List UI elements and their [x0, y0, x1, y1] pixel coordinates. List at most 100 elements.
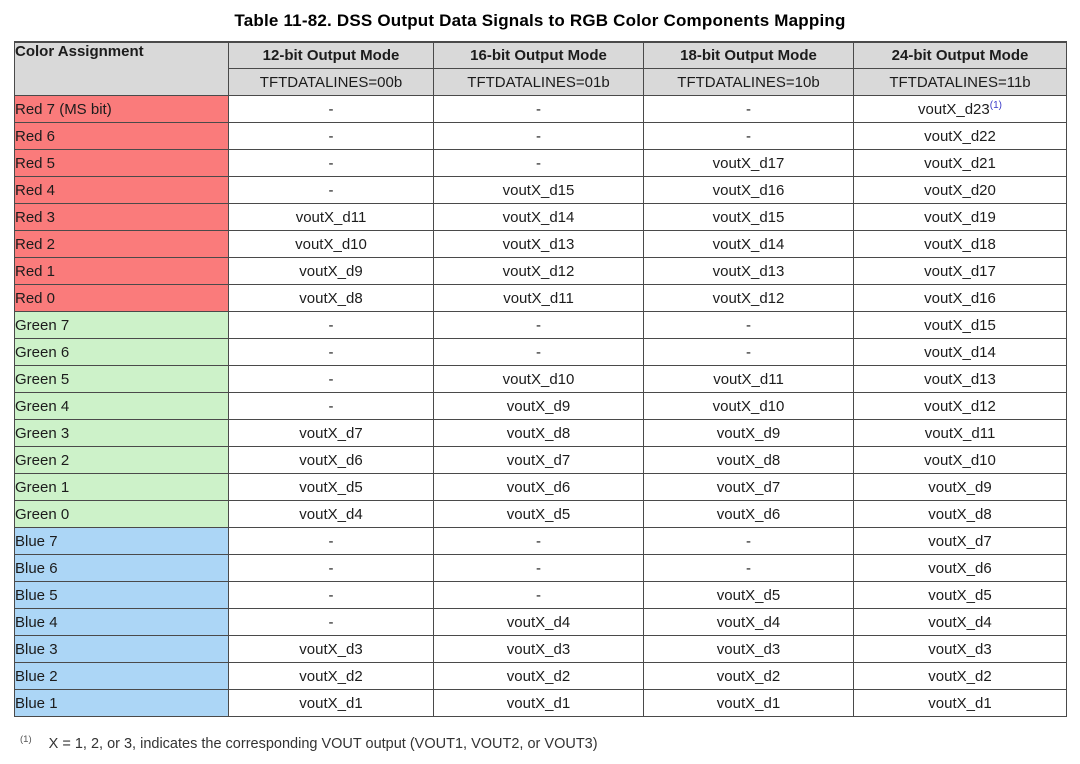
table-row-red-5: Red 5 - - voutX_d17 voutX_d21	[14, 149, 1067, 177]
signal-value: voutX_d22	[924, 127, 996, 145]
signal-cell: voutX_d15	[433, 176, 644, 204]
signal-cell: voutX_d14	[643, 230, 854, 258]
color-assignment-cell: Green 4	[14, 392, 229, 420]
signal-value: voutX_d15	[712, 208, 785, 226]
signal-cell: -	[228, 527, 434, 555]
signal-cell: voutX_d5	[853, 581, 1067, 609]
subheader-tftdatalines-01b: TFTDATALINES=01b	[433, 68, 644, 96]
column-header-16bit: 16-bit Output Mode	[433, 41, 644, 69]
color-assignment-cell: Green 5	[14, 365, 229, 393]
signal-value: voutX_d15	[924, 316, 996, 334]
signal-cell: voutX_d1	[228, 689, 434, 717]
signal-cell: voutX_d5	[643, 581, 854, 609]
signal-cell: -	[228, 176, 434, 204]
table-row-green-1: Green 1 voutX_d5 voutX_d6 voutX_d7 voutX_d9	[14, 473, 1067, 501]
signal-value: -	[536, 532, 541, 550]
signal-cell: voutX_d4	[228, 500, 434, 528]
signal-cell: voutX_d8	[643, 446, 854, 474]
signal-value: voutX_d12	[502, 262, 575, 280]
signal-cell: -	[643, 95, 854, 123]
signal-value: voutX_d7	[299, 424, 363, 442]
table-row-blue-2: Blue 2 voutX_d2 voutX_d2 voutX_d2 voutX_d2	[14, 662, 1067, 690]
signal-cell: voutX_d14	[853, 338, 1067, 366]
signal-cell: voutX_d8	[228, 284, 434, 312]
table-row-green-5: Green 5 - voutX_d10 voutX_d11 voutX_d13	[14, 365, 1067, 393]
table-row-red-1: Red 1 voutX_d9 voutX_d12 voutX_d13 voutX_d17	[14, 257, 1067, 285]
signal-cell: voutX_d8	[433, 419, 644, 447]
footnote: (1) X = 1, 2, or 3, indicates the corresp…	[20, 734, 1080, 752]
signal-cell: voutX_d9	[433, 392, 644, 420]
signal-value: -	[328, 127, 334, 145]
signal-value: voutX_d5	[299, 478, 363, 496]
signal-value: voutX_d2	[299, 667, 363, 685]
table-row-red-3: Red 3 voutX_d11 voutX_d14 voutX_d15 voutX_d1…	[14, 203, 1067, 231]
signal-value: voutX_d5	[506, 505, 571, 523]
table-row-red-6: Red 6 - - - voutX_d22	[14, 122, 1067, 150]
footnote-marker: (1)	[20, 734, 32, 745]
signal-cell: voutX_d14	[433, 203, 644, 231]
signal-value: voutX_d6	[716, 505, 781, 523]
signal-cell: -	[228, 608, 434, 636]
color-assignment-cell: Blue 6	[14, 554, 229, 582]
signal-value: voutX_d12	[712, 289, 785, 307]
signal-cell: -	[433, 122, 644, 150]
signal-cell: voutX_d13	[643, 257, 854, 285]
signal-cell: voutX_d7	[228, 419, 434, 447]
signal-cell: -	[433, 581, 644, 609]
signal-cell: -	[643, 338, 854, 366]
signal-value: voutX_d3	[716, 640, 781, 658]
color-assignment-cell: Blue 3	[14, 635, 229, 663]
signal-cell: -	[228, 149, 434, 177]
signal-value: -	[746, 127, 751, 145]
signal-cell: voutX_d15	[643, 203, 854, 231]
subheader-tftdatalines-00b: TFTDATALINES=00b	[228, 68, 434, 96]
signal-cell: voutX_d2	[643, 662, 854, 690]
table-row-green-2: Green 2 voutX_d6 voutX_d7 voutX_d8 voutX_d10	[14, 446, 1067, 474]
signal-value: -	[328, 154, 334, 172]
footnote-ref-link[interactable]: (1)	[989, 99, 1002, 111]
color-assignment-cell: Green 0	[14, 500, 229, 528]
signal-cell: voutX_d18	[853, 230, 1067, 258]
signal-value: voutX_d11	[295, 208, 367, 226]
signal-value: voutX_d16	[924, 289, 996, 307]
signal-value: voutX_d14	[712, 235, 785, 253]
signal-value: voutX_d1	[928, 694, 992, 712]
signal-value: voutX_d4	[299, 505, 363, 523]
signal-value: voutX_d20	[924, 181, 996, 199]
header-row-modes: Color Assignment 12-bit Output Mode 16-b…	[14, 41, 1067, 96]
signal-cell: voutX_d7	[853, 527, 1067, 555]
column-header-12bit: 12-bit Output Mode	[228, 41, 434, 69]
signal-value: voutX_d12	[924, 397, 996, 415]
signal-cell: voutX_d11	[433, 284, 644, 312]
table-row-green-6: Green 6 - - - voutX_d14	[14, 338, 1067, 366]
table-row-blue-4: Blue 4 - voutX_d4 voutX_d4 voutX_d4	[14, 608, 1067, 636]
signal-cell: -	[228, 122, 434, 150]
subheader-tftdatalines-11b: TFTDATALINES=11b	[853, 68, 1067, 96]
signal-cell: voutX_d9	[228, 257, 434, 285]
signal-cell: voutX_d6	[853, 554, 1067, 582]
signal-value: -	[328, 370, 334, 388]
color-assignment-cell: Red 7 (MS bit)	[14, 95, 229, 123]
signal-cell: -	[228, 338, 434, 366]
signal-cell: voutX_d5	[228, 473, 434, 501]
signal-value: -	[328, 316, 334, 334]
signal-value: voutX_d2	[506, 667, 571, 685]
signal-cell: -	[643, 122, 854, 150]
signal-cell: voutX_d6	[433, 473, 644, 501]
signal-value: -	[536, 586, 541, 604]
color-assignment-cell: Blue 5	[14, 581, 229, 609]
color-assignment-cell: Green 3	[14, 419, 229, 447]
signal-value: voutX_d17	[712, 154, 785, 172]
signal-cell: voutX_d7	[643, 473, 854, 501]
signal-cell: voutX_d2	[433, 662, 644, 690]
signal-cell: voutX_d22	[853, 122, 1067, 150]
signal-value: voutX_d8	[299, 289, 363, 307]
signal-value: voutX_d10	[295, 235, 367, 253]
signal-cell: -	[228, 95, 434, 123]
signal-cell: voutX_d15	[853, 311, 1067, 339]
signal-value: voutX_d13	[712, 262, 785, 280]
signal-cell: voutX_d7	[433, 446, 644, 474]
signal-value: -	[328, 343, 334, 361]
signal-cell: voutX_d11	[228, 203, 434, 231]
footnote-text: X = 1, 2, or 3, indicates the correspond…	[48, 735, 598, 752]
